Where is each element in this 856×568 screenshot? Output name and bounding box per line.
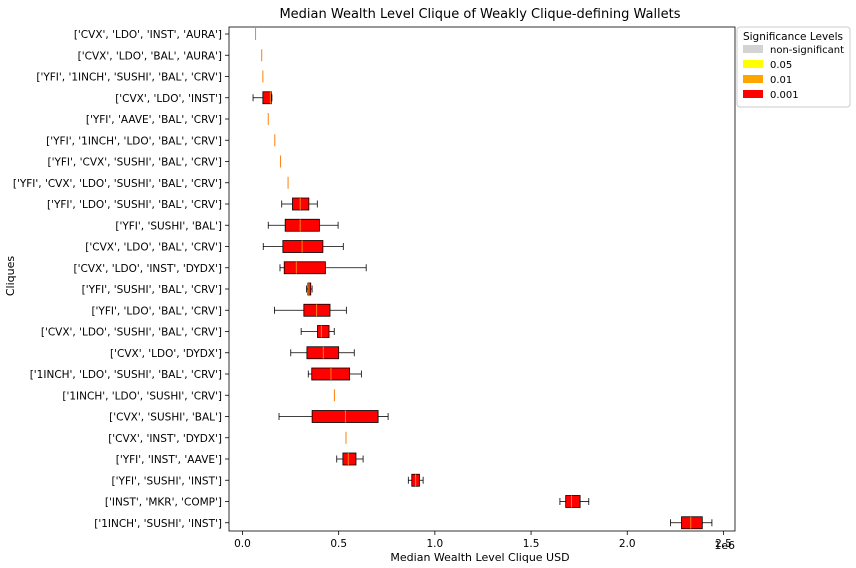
x-axis-scale-label: 1e6	[714, 539, 735, 552]
x-tick-label-2: 1.0	[427, 538, 444, 550]
x-tick-label-4: 2.0	[619, 538, 636, 550]
box-9	[267, 218, 339, 232]
y-tick-label-6: ['YFI', 'CVX', 'SUSHI', 'BAL', 'CRV']	[48, 157, 223, 169]
y-tick-label-20: ['YFI', 'INST', 'AAVE']	[116, 454, 222, 466]
box-23	[670, 516, 713, 530]
y-tick-label-11: ['CVX', 'LDO', 'INST', 'DYDX']	[74, 263, 222, 275]
y-tick-label-9: ['YFI', 'SUSHI', 'BAL']	[115, 220, 222, 232]
legend-label-1: 0.05	[770, 60, 792, 71]
iqr-box-3	[262, 91, 272, 105]
legend-swatch-3	[743, 90, 763, 98]
box-13	[274, 303, 347, 317]
legend-label-2: 0.01	[770, 75, 792, 86]
legend-label-3: 0.001	[770, 90, 799, 101]
x-tick-label-5: 2.5	[715, 538, 732, 550]
iqr-box-14	[317, 325, 330, 338]
y-tick-label-22: ['INST', 'MKR', 'COMP']	[105, 497, 222, 509]
legend-swatch-2	[743, 75, 763, 83]
y-tick-label-3: ['CVX', 'LDO', 'INST']	[115, 93, 222, 105]
y-tick-label-21: ['YFI', 'SUSHI', 'INST']	[112, 475, 222, 487]
y-tick-label-1: ['CVX', 'LDO', 'BAL', 'AURA']	[78, 50, 222, 62]
y-axis-label: Cliques	[4, 256, 17, 297]
x-tick-label-1: 0.5	[330, 538, 347, 550]
y-tick-label-17: ['1INCH', 'LDO', 'SUSHI', 'CRV']	[62, 390, 222, 402]
legend-label-0: non-significant	[770, 45, 844, 56]
iqr-box-10	[282, 240, 324, 253]
axes-frame	[228, 26, 736, 532]
iqr-box-9	[284, 218, 320, 232]
y-tick-label-2: ['YFI', '1INCH', 'SUSHI', 'BAL', 'CRV']	[36, 72, 222, 84]
chart-title: Median Wealth Level Clique of Weakly Cli…	[279, 7, 680, 22]
legend-swatch-0	[743, 45, 763, 53]
box-8	[281, 197, 318, 211]
legend-title: Significance Levels	[743, 31, 843, 43]
y-tick-label-14: ['CVX', 'LDO', 'SUSHI', 'BAL', 'CRV']	[41, 327, 222, 339]
y-tick-label-10: ['CVX', 'LDO', 'BAL', 'CRV']	[85, 242, 222, 254]
y-axis: ['CVX', 'LDO', 'INST', 'AURA'] ['CVX', 'L…	[13, 29, 229, 530]
legend-frame	[736, 26, 851, 108]
y-tick-label-12: ['YFI', 'SUSHI', 'BAL', 'CRV']	[82, 284, 222, 296]
box-16	[307, 367, 362, 381]
box-15	[290, 346, 355, 360]
iqr-box-11	[283, 261, 326, 275]
box-14	[300, 325, 335, 338]
y-tick-label-8: ['YFI', 'LDO', 'SUSHI', 'BAL', 'CRV']	[47, 199, 222, 211]
iqr-box-20	[342, 452, 357, 466]
iqr-box-23	[681, 516, 703, 530]
x-tick-label-0: 0.0	[234, 538, 251, 550]
legend-swatch-1	[743, 60, 763, 68]
y-tick-label-5: ['YFI', '1INCH', 'LDO', 'BAL', 'CRV']	[46, 135, 222, 147]
box-12	[306, 282, 313, 296]
box-20	[336, 452, 364, 466]
box-18	[278, 410, 389, 423]
y-tick-label-16: ['1INCH', 'LDO', 'SUSHI', 'BAL', 'CRV']	[30, 369, 222, 381]
y-tick-label-7: ['YFI', 'CVX', 'LDO', 'SUSHI', 'BAL', 'C…	[13, 178, 222, 190]
x-axis-label: Median Wealth Level Clique USD	[390, 551, 569, 564]
legend: Significance Levels non-significant 0.05 0…	[736, 26, 851, 108]
box-22	[559, 495, 590, 508]
y-tick-label-23: ['1INCH', 'SUSHI', 'INST']	[94, 518, 222, 530]
y-tick-label-18: ['CVX', 'SUSHI', 'BAL']	[109, 412, 222, 424]
y-tick-label-13: ['YFI', 'LDO', 'BAL', 'CRV']	[91, 305, 222, 317]
y-tick-label-0: ['CVX', 'LDO', 'INST', 'AURA']	[74, 29, 222, 41]
y-tick-label-15: ['CVX', 'LDO', 'DYDX']	[110, 348, 222, 360]
x-axis: 0.0 0.5 1.0 1.5 2.0 2.5	[228, 26, 736, 550]
box-11	[279, 261, 367, 275]
box-3	[252, 91, 273, 105]
box-21	[407, 473, 424, 487]
y-tick-label-4: ['YFI', 'AAVE', 'BAL', 'CRV']	[86, 114, 222, 126]
box-10	[262, 240, 344, 253]
iqr-box-22	[565, 495, 581, 508]
y-tick-label-19: ['CVX', 'INST', 'DYDX']	[108, 433, 222, 445]
x-tick-label-3: 1.5	[523, 538, 540, 550]
plot-area	[252, 28, 713, 530]
